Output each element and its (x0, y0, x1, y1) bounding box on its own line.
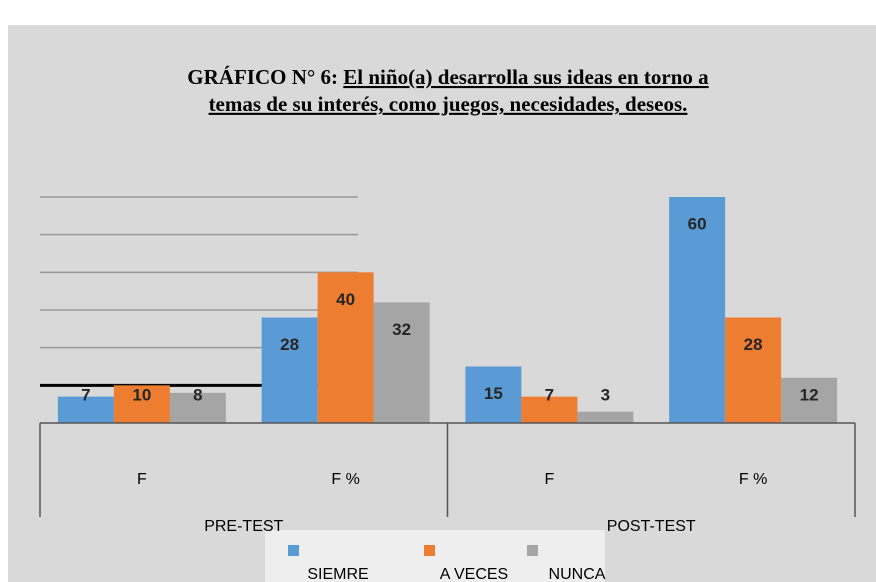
title-line: El niño(a) desarrolla sus ideas en torno… (343, 65, 709, 89)
legend-label: NUNCA (549, 566, 606, 582)
data-label: 40 (336, 290, 355, 309)
title-line: temas de su interés, como juegos, necesi… (209, 92, 688, 116)
bar (465, 366, 522, 423)
legend-swatch (424, 545, 435, 556)
data-label: 28 (744, 335, 763, 354)
bar (57, 396, 114, 423)
bar (725, 317, 782, 423)
x-tick-label: F (544, 471, 554, 488)
data-label: 12 (800, 385, 819, 404)
data-label: 3 (601, 385, 610, 404)
group-label: PRE-TEST (204, 518, 283, 535)
x-tick-label: F % (331, 471, 359, 488)
data-label: 28 (280, 335, 299, 354)
bar (577, 411, 634, 423)
data-label: 7 (545, 385, 554, 404)
x-tick-label: F % (739, 471, 767, 488)
chart-area (8, 25, 876, 582)
title-label: GRÁFICO N° 6: (187, 65, 338, 89)
bar (781, 377, 838, 423)
bar (169, 392, 226, 423)
data-label: 10 (132, 385, 151, 404)
legend-swatch (527, 545, 538, 556)
data-label: 60 (688, 214, 707, 233)
bar (669, 197, 726, 423)
data-label: 15 (484, 384, 503, 403)
bar (373, 302, 430, 423)
legend-label: SIEMRE (307, 566, 368, 582)
bar (521, 396, 578, 423)
bar (261, 317, 318, 423)
data-label: 7 (81, 385, 90, 404)
bar (317, 272, 374, 423)
chart-title: GRÁFICO N° 6: El niño(a) desarrolla sus … (187, 65, 709, 89)
legend-label: A VECES (440, 566, 508, 582)
bar (113, 385, 170, 423)
data-label: 32 (392, 320, 411, 339)
x-tick-label: F (137, 471, 147, 488)
legend-swatch (288, 545, 299, 556)
data-label: 8 (193, 385, 202, 404)
group-label: POST-TEST (607, 518, 696, 535)
